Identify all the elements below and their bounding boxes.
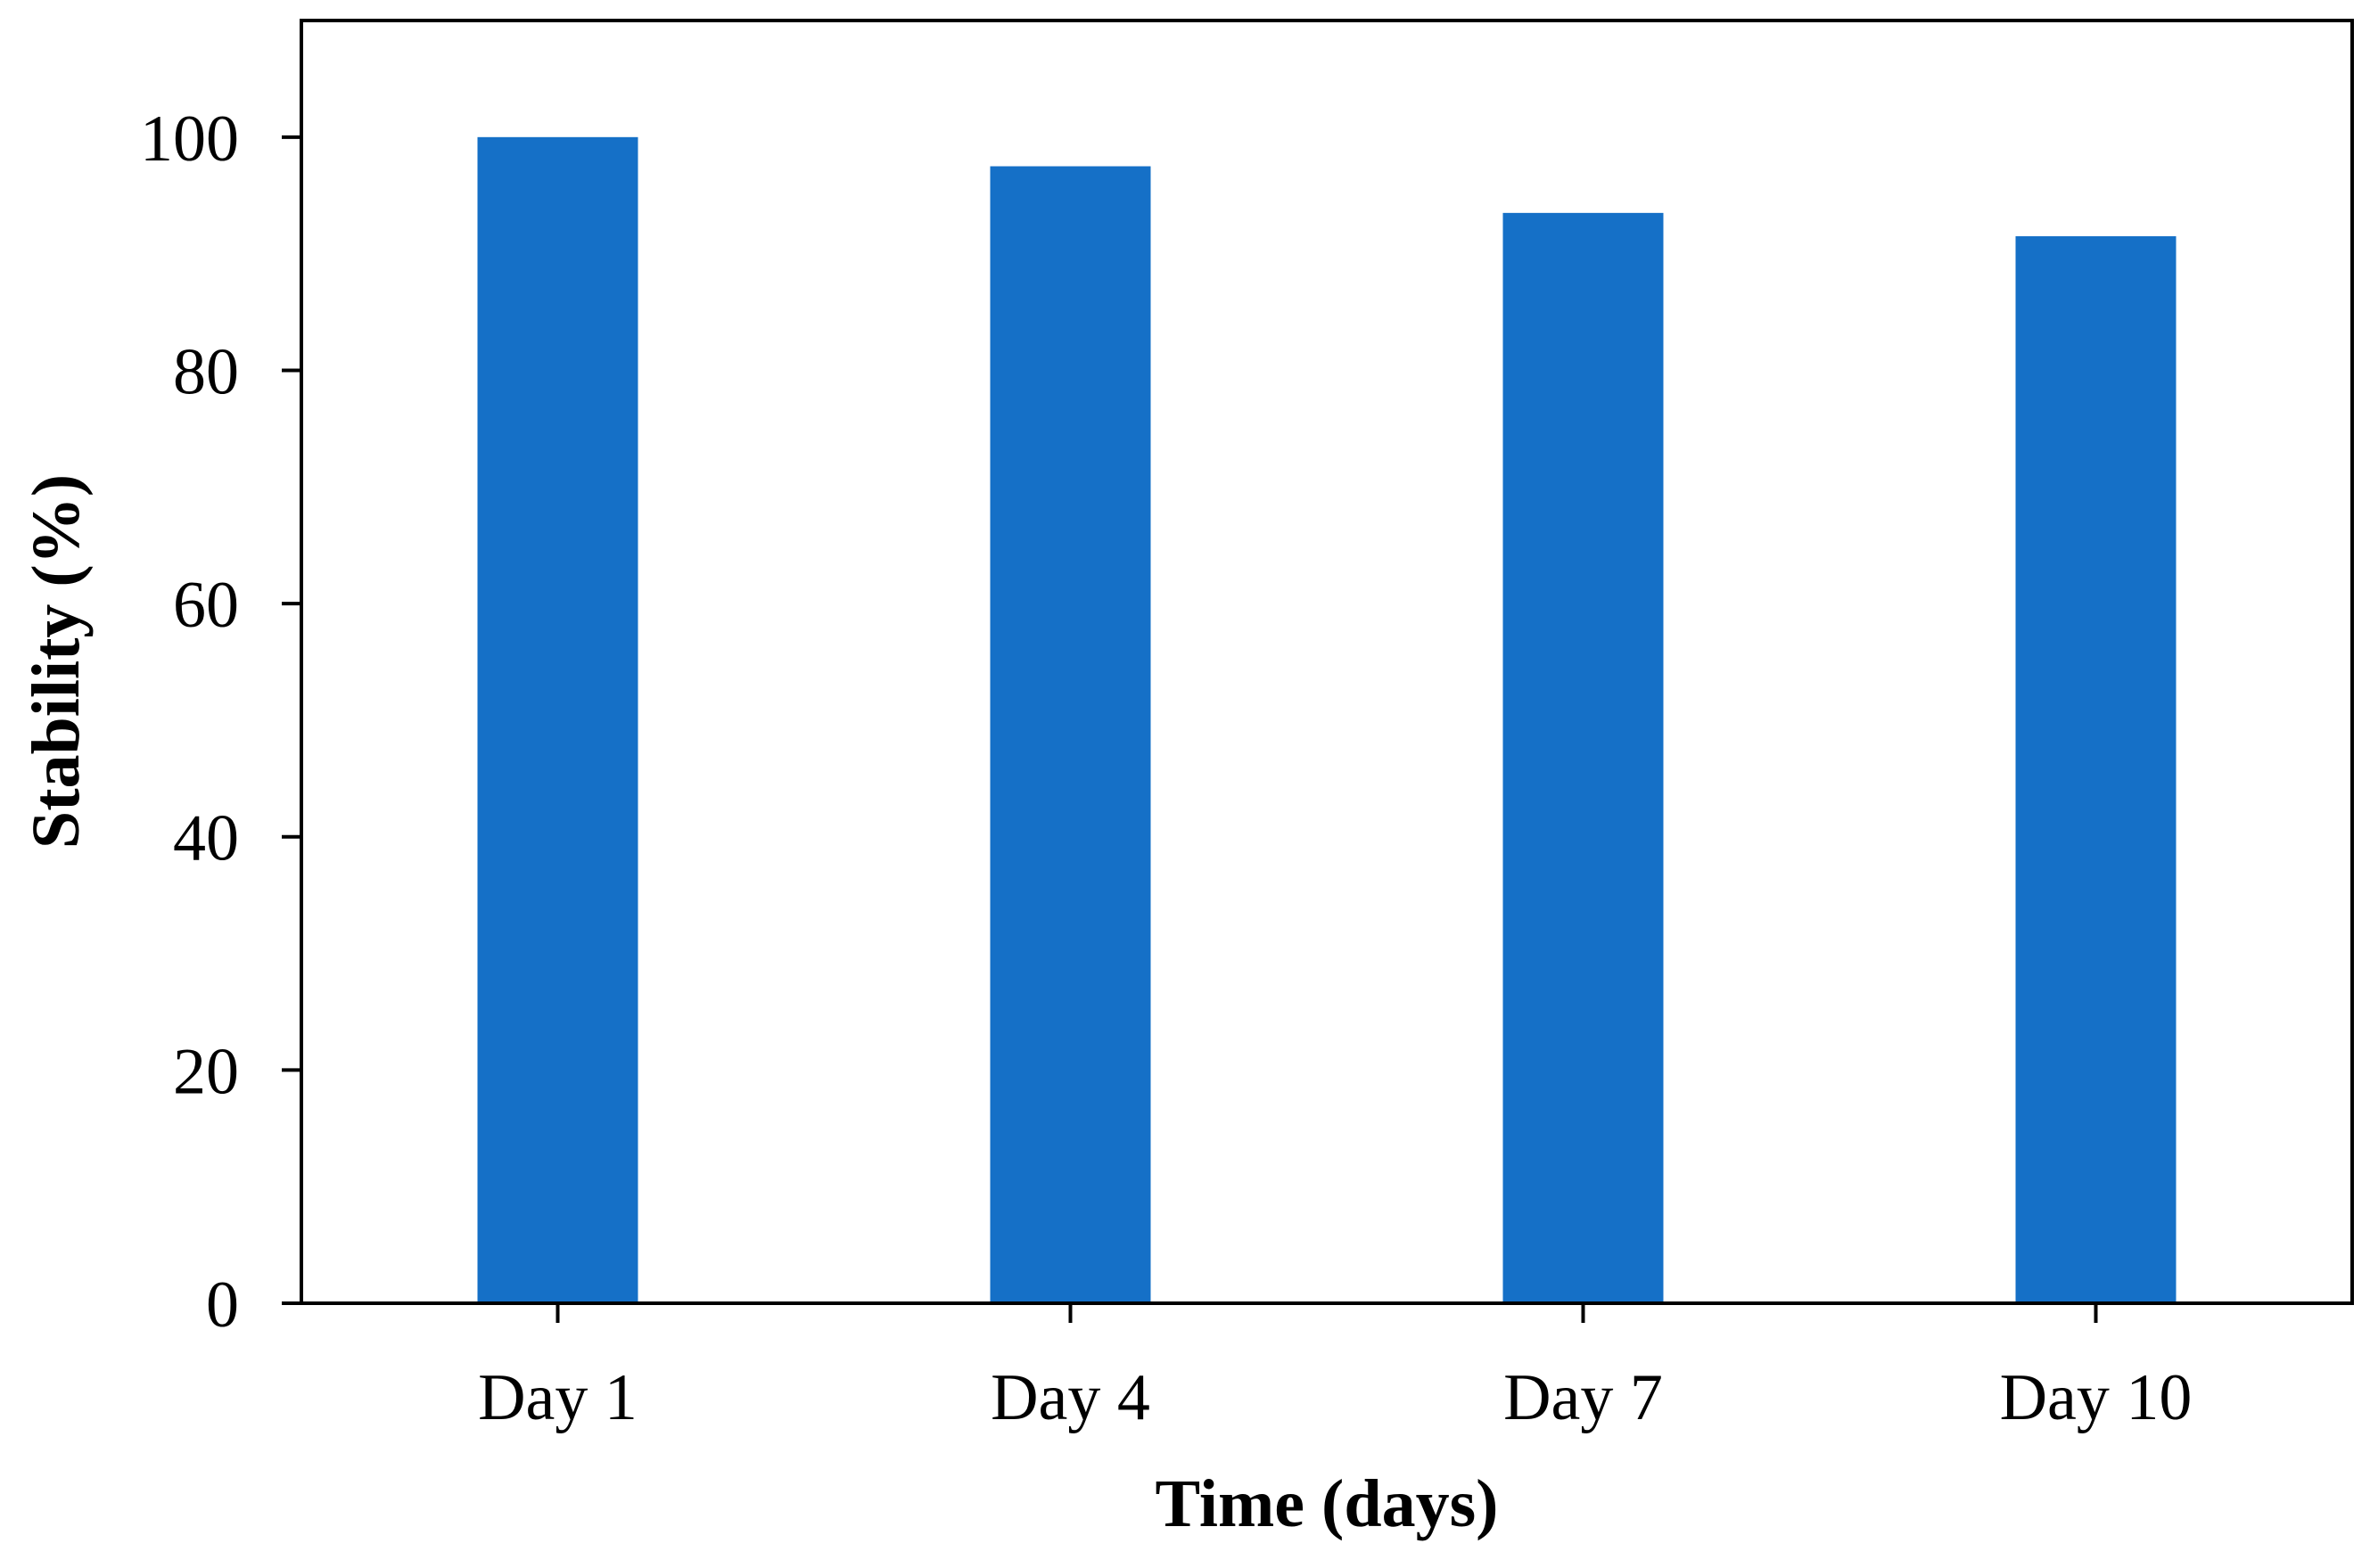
bar-day-7	[1502, 212, 1664, 1304]
bar-day-10	[2015, 236, 2177, 1303]
plot-frame	[300, 19, 2354, 1305]
y-tick-label: 100	[140, 103, 239, 176]
y-tick-label: 60	[173, 569, 239, 642]
y-axis: 0 20 40 60 80 100	[140, 103, 301, 1342]
x-tick-label: Day 10	[2000, 1361, 2193, 1434]
y-axis-title: Stability (%)	[19, 474, 94, 849]
y-tick-label: 40	[173, 802, 239, 875]
bars-group	[477, 136, 2177, 1304]
x-axis: Day 1 Day 4 Day 7 Day 10	[282, 1301, 2352, 1434]
x-axis-title: Time (days)	[1156, 1466, 1499, 1541]
y-tick-label: 80	[173, 335, 239, 408]
bar-day-1	[477, 136, 638, 1304]
x-tick-label: Day 4	[991, 1361, 1150, 1434]
y-tick-label: 20	[173, 1035, 239, 1108]
x-tick-label: Day 1	[478, 1361, 638, 1434]
y-tick-label: 0	[206, 1268, 239, 1342]
bar-day-4	[990, 166, 1151, 1304]
x-tick-label: Day 7	[1503, 1361, 1663, 1434]
